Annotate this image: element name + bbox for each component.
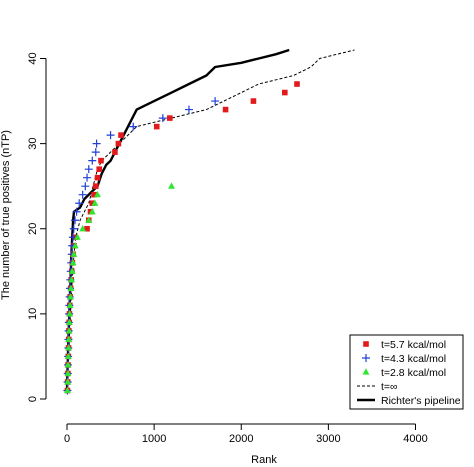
- data-point: [67, 284, 75, 291]
- plot-area: [63, 48, 355, 395]
- data-point: [64, 386, 71, 394]
- data-point: [98, 157, 104, 164]
- data-point: [64, 369, 72, 377]
- data-point: [75, 199, 84, 208]
- data-point: [78, 190, 87, 199]
- legend-label: t=5.7 kcal/mol: [381, 339, 446, 351]
- data-point: [91, 199, 99, 206]
- series-0: [64, 81, 300, 394]
- data-point: [85, 216, 93, 223]
- data-point: [184, 105, 193, 114]
- legend-label: t=4.3 kcal/mol: [381, 353, 446, 365]
- data-point: [91, 191, 97, 198]
- x-tick-label: 3000: [316, 433, 340, 445]
- data-point: [92, 139, 101, 148]
- data-point: [222, 106, 229, 113]
- data-point: [65, 327, 73, 334]
- data-point: [66, 301, 74, 308]
- y-tick-label: 40: [27, 52, 39, 64]
- data-point: [129, 122, 138, 131]
- data-point: [89, 200, 96, 207]
- data-point: [118, 132, 124, 138]
- data-point: [65, 344, 72, 351]
- data-point: [92, 183, 99, 189]
- data-point: [115, 140, 122, 147]
- legend-label: t=2.8 kcal/mol: [381, 367, 446, 379]
- data-point: [112, 149, 118, 155]
- data-point: [71, 241, 79, 249]
- legend-label: Richter's pipeline: [381, 395, 461, 407]
- data-point: [158, 114, 167, 123]
- data-point: [167, 115, 173, 121]
- data-point: [67, 293, 74, 300]
- x-tick-label: 4000: [403, 433, 427, 445]
- y-tick-label: 20: [27, 223, 39, 235]
- y-axis-label: The number of true positives (nTP): [0, 130, 12, 300]
- data-point: [66, 310, 74, 317]
- data-point: [153, 123, 160, 130]
- y-tick-label: 30: [27, 138, 39, 150]
- data-point: [88, 207, 96, 215]
- data-point: [64, 352, 72, 360]
- data-point: [94, 174, 101, 181]
- data-point: [168, 182, 175, 189]
- data-point: [81, 182, 90, 191]
- data-point: [68, 276, 76, 283]
- data-point: [65, 318, 73, 325]
- series-1: [63, 97, 220, 395]
- series-2: [64, 182, 175, 394]
- legend-box: [349, 334, 464, 410]
- data-point: [64, 361, 72, 368]
- data-point: [91, 148, 100, 157]
- data-point: [68, 267, 76, 274]
- data-point: [71, 216, 80, 225]
- legend-marker: [362, 354, 370, 362]
- data-point: [70, 250, 78, 257]
- data-point: [72, 207, 81, 216]
- legend-marker: [362, 368, 370, 375]
- data-point: [106, 131, 115, 140]
- x-tick-label: 2000: [229, 433, 253, 445]
- series-line-3: [66, 49, 355, 391]
- y-tick-label: 10: [27, 308, 39, 320]
- data-point: [83, 173, 92, 182]
- data-point: [65, 335, 73, 343]
- data-point: [211, 97, 220, 106]
- data-point: [69, 259, 77, 266]
- legend: t=5.7 kcal/mol t=4.3 kcal/mol t=2.8 kcal/m…: [349, 334, 464, 410]
- y-tick-label: 0: [27, 396, 39, 402]
- data-point: [282, 89, 288, 96]
- series-line-4: [65, 48, 290, 391]
- data-point: [250, 98, 257, 104]
- data-point: [84, 225, 90, 232]
- x-tick-label: 1000: [142, 433, 166, 445]
- data-point: [294, 81, 300, 87]
- axis-ticks: 0 1000 2000 3000 4000 0 10 20 30 40: [27, 52, 428, 445]
- data-point: [79, 224, 87, 232]
- data-point: [88, 156, 97, 165]
- data-point: [96, 166, 103, 172]
- data-point: [74, 233, 81, 240]
- data-point: [94, 190, 101, 198]
- x-tick-label: 0: [64, 433, 70, 445]
- legend-label: t=∞: [381, 381, 398, 393]
- data-point: [69, 224, 78, 233]
- legend-marker: [363, 341, 369, 347]
- data-point: [84, 165, 93, 174]
- data-point: [64, 378, 72, 385]
- x-axis-label: Rank: [251, 454, 277, 466]
